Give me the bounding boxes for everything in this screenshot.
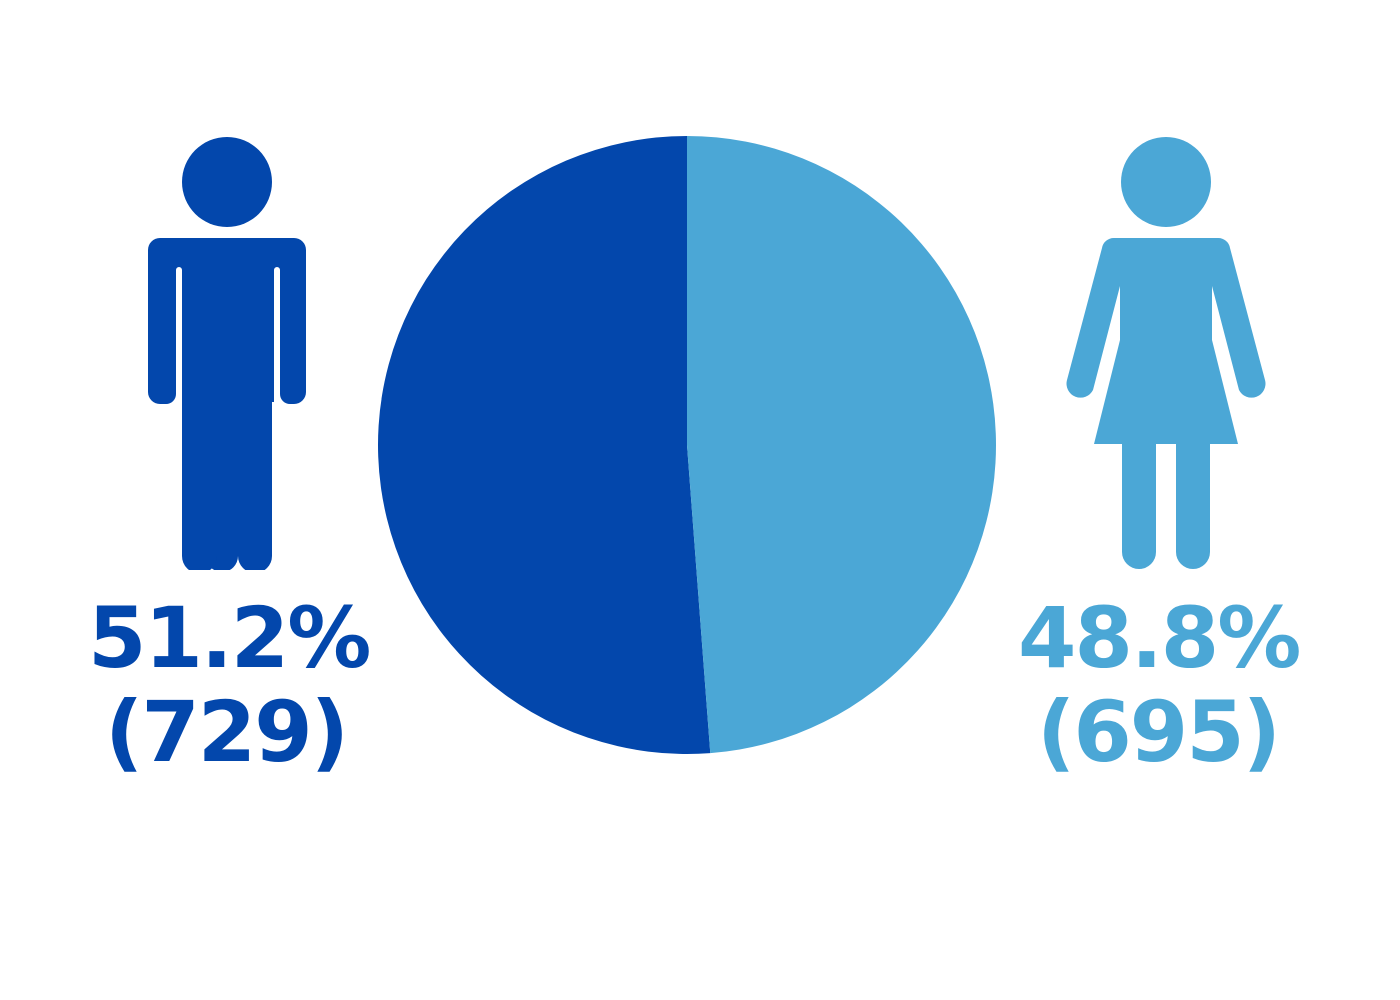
- pie-chart: [378, 136, 997, 754]
- female-stat: 48.8% (695): [1018, 589, 1301, 781]
- male-stat: 51.2% (729): [88, 589, 371, 781]
- male-person-shape: [148, 137, 306, 570]
- pie-slice-male[interactable]: [378, 136, 711, 754]
- pie-slice-female[interactable]: [687, 136, 997, 754]
- male-person-icon: [148, 137, 306, 570]
- male-percent-label: 51.2%: [88, 589, 371, 687]
- female-person-shape: [1066, 137, 1266, 569]
- female-percent-label: 48.8%: [1018, 589, 1301, 687]
- male-count-label: (729): [104, 683, 349, 781]
- female-person-icon: [1066, 137, 1266, 569]
- female-count-label: (695): [1036, 683, 1281, 781]
